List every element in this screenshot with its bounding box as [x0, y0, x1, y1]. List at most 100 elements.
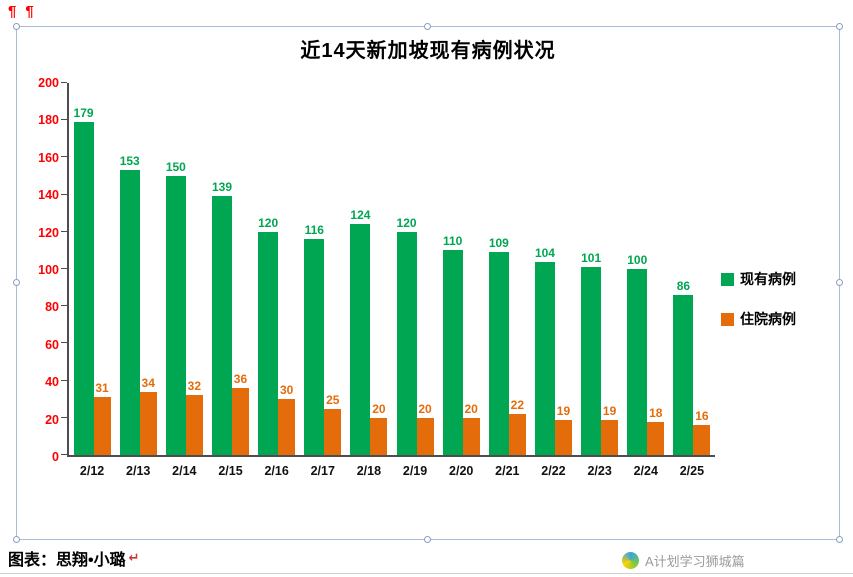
bar	[93, 397, 111, 455]
bar-column: 22	[508, 83, 526, 455]
bar-value-label: 20	[418, 401, 432, 416]
bar	[324, 408, 342, 455]
y-axis-tick	[61, 342, 67, 344]
bar-value-label: 120	[396, 215, 417, 230]
y-axis-label: 20	[45, 412, 59, 427]
selection-handle[interactable]	[13, 23, 20, 30]
selection-handle[interactable]	[424, 536, 431, 543]
bar-column: 110	[442, 83, 463, 455]
bar-column: 124	[350, 83, 370, 455]
bar-column: 19	[554, 83, 572, 455]
y-axis-label: 0	[52, 450, 59, 464]
bar-column: 104	[535, 83, 555, 455]
bar-value-label: 22	[510, 398, 524, 413]
bar-column: 150	[166, 83, 186, 455]
bar-column: 30	[278, 83, 296, 455]
bar-value-label: 110	[443, 234, 463, 249]
x-axis-label: 2/25	[679, 464, 705, 478]
bar-group: 104 19 2/22	[530, 83, 576, 478]
bar-column: 20	[462, 83, 480, 455]
x-axis-label: 2/23	[587, 464, 612, 478]
bar-column: 16	[693, 83, 711, 455]
bar-value-label: 116	[304, 223, 324, 238]
bar-value-label: 109	[488, 236, 509, 251]
bar	[258, 231, 279, 455]
bar-column: 120	[258, 83, 278, 455]
bar-column: 120	[397, 83, 417, 455]
selection-handle[interactable]	[13, 536, 20, 543]
bar	[370, 417, 388, 455]
bar-value-label: 31	[95, 381, 109, 396]
bar	[396, 231, 417, 455]
selection-handle[interactable]	[424, 23, 431, 30]
bar-value-label: 120	[258, 215, 279, 230]
bar	[581, 267, 602, 455]
x-axis-label: 2/13	[126, 464, 151, 478]
x-axis-label: 2/15	[218, 464, 243, 478]
bar-value-label: 16	[695, 409, 709, 424]
paragraph-marks: ¶¶	[8, 3, 43, 20]
bar	[554, 419, 572, 455]
bar-column: 34	[139, 83, 157, 455]
y-axis-label: 140	[38, 188, 59, 203]
bar-group: 120 20 2/19	[392, 83, 438, 478]
y-axis-tick	[61, 379, 67, 381]
bar-column: 31	[93, 83, 111, 455]
bar-column: 20	[416, 83, 434, 455]
bar	[534, 261, 555, 455]
x-axis-label: 2/12	[79, 464, 105, 478]
caption-text: 图表：思翔•小璐	[8, 552, 126, 569]
y-axis-tick	[61, 193, 67, 195]
legend-item: 现有病例	[721, 269, 796, 289]
bar-column: 109	[489, 83, 509, 455]
bar-value-label: 153	[119, 154, 140, 169]
bar	[211, 196, 232, 455]
bar	[73, 122, 94, 455]
bar-value-label: 19	[602, 403, 617, 418]
y-axis-tick	[61, 230, 67, 232]
bar-column: 153	[120, 83, 140, 455]
bar-column: 18	[647, 83, 665, 455]
bar-group: 116 25 2/17	[300, 83, 346, 478]
bar	[231, 388, 249, 455]
bar-value-label: 18	[649, 405, 663, 420]
bar-value-label: 20	[372, 401, 386, 416]
bar	[416, 417, 434, 455]
chart-object-frame[interactable]: 近14天新加坡现有病例状况 0 20 40 60 80 100 120 140 160 180 20…	[13, 23, 843, 543]
bar-group: 139 36 2/15	[207, 83, 253, 478]
x-axis-label: 2/20	[449, 464, 474, 478]
bar-column: 19	[601, 83, 619, 455]
y-axis-label: 200	[38, 76, 59, 90]
y-axis-label: 180	[38, 113, 59, 128]
selection-handle[interactable]	[836, 23, 843, 30]
selection-handle[interactable]	[836, 279, 843, 286]
y-axis-tick	[61, 119, 67, 121]
bar-value-label: 25	[326, 392, 340, 407]
bar-value-label: 34	[141, 375, 155, 390]
y-axis-tick	[61, 82, 67, 83]
bar-value-label: 20	[464, 401, 478, 416]
y-axis-tick	[61, 454, 67, 455]
bar-column: 86	[673, 83, 694, 455]
y-axis-label: 100	[38, 263, 59, 277]
selection-handle[interactable]	[836, 536, 843, 543]
x-axis-label: 2/18	[356, 464, 382, 478]
y-axis-label: 80	[45, 300, 59, 315]
bar-value-label: 124	[350, 208, 371, 223]
y-axis-tick	[61, 416, 67, 418]
selection-handle[interactable]	[13, 279, 20, 286]
bar	[673, 295, 694, 455]
watermark-label: A计划学习狮城篇	[645, 554, 745, 569]
bar-group: 100 18 2/24	[623, 83, 669, 478]
bar	[647, 421, 665, 455]
legend-label: 住院病例	[740, 311, 796, 327]
bar	[462, 417, 480, 455]
bar-column: 100	[627, 83, 647, 455]
bar-column: 116	[304, 83, 325, 455]
bar-column: 32	[185, 83, 203, 455]
plot-groups: 179 31 2/12 153 34 2/13 150 32 2/14 139 36 2/15 120 3…	[69, 83, 715, 478]
legend-item: 住院病例	[721, 309, 796, 329]
page-bottom-rule	[0, 573, 853, 574]
plot-area: 179 31 2/12 153 34 2/13 150 32 2/14 139 36 2/15 120 3…	[61, 82, 715, 478]
y-axis-tick	[61, 156, 67, 158]
